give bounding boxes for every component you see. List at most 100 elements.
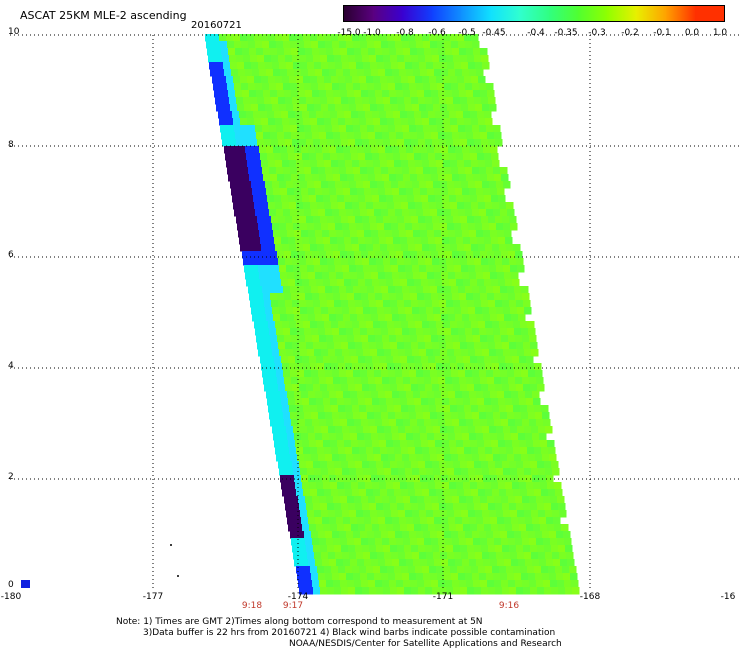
swath-cell — [458, 167, 466, 175]
swath-cell — [407, 279, 415, 287]
swath-cell — [460, 503, 468, 511]
swath-cell — [291, 251, 299, 259]
swath-cell — [382, 496, 390, 504]
swath-cell — [279, 307, 287, 315]
swath-cell — [463, 524, 471, 532]
swath-cell — [408, 160, 416, 168]
swath-cell — [437, 209, 445, 217]
swath-cell — [274, 440, 282, 448]
swath-cell — [447, 265, 455, 273]
swath-cell — [345, 489, 353, 497]
swath-cell — [360, 454, 368, 462]
swath-cell — [302, 111, 310, 119]
swath-cell — [451, 286, 459, 294]
swath-cell — [250, 97, 258, 105]
swath-cell — [334, 55, 342, 63]
swath-cell — [418, 97, 426, 105]
swath-cell — [354, 293, 362, 301]
swath-cell — [424, 132, 432, 140]
swath-cell — [484, 153, 492, 161]
swath-cell — [503, 307, 511, 315]
swath-cell — [297, 167, 305, 175]
swath-cell — [462, 146, 470, 154]
swath-cell — [416, 573, 424, 581]
swath-cell — [423, 370, 431, 378]
swath-cell — [447, 510, 455, 518]
swath-cell — [277, 48, 285, 56]
swath-cell — [391, 223, 399, 231]
swath-cell — [496, 510, 504, 518]
swath-cell — [473, 538, 481, 546]
swath-cell — [317, 447, 325, 455]
swath-cell — [397, 300, 405, 308]
swath-cell — [439, 258, 447, 266]
swath-cell — [289, 118, 297, 126]
swath-cell — [502, 258, 510, 266]
swath-cell — [308, 146, 316, 154]
swath-cell — [505, 279, 513, 287]
swath-cell — [500, 573, 508, 581]
swath-cell — [334, 545, 342, 553]
swath-cell — [411, 55, 419, 63]
swath-cell — [487, 419, 495, 427]
swath-cell — [262, 167, 270, 175]
swath-cell — [470, 153, 478, 161]
swath-cell — [259, 146, 267, 154]
swath-cell — [388, 531, 396, 539]
swath-cell — [438, 174, 446, 182]
swath-cell — [476, 188, 484, 196]
swath-cell — [404, 216, 412, 224]
swath-cell — [422, 363, 430, 371]
swath-cell — [383, 55, 391, 63]
swath-cell — [423, 286, 431, 294]
swath-cell — [319, 293, 327, 301]
swath-cell — [484, 440, 492, 448]
swath-cell — [382, 580, 390, 588]
swath-cell — [345, 363, 353, 371]
swath-cell — [317, 566, 325, 574]
swath-cell — [398, 468, 406, 476]
swath-cell — [465, 41, 473, 49]
swath-cell — [300, 349, 308, 357]
swath-cell — [494, 496, 502, 504]
swath-cell — [347, 174, 355, 182]
swath-cell — [467, 216, 475, 224]
swath-cell — [468, 62, 476, 70]
swath-cell — [319, 251, 327, 259]
swath-cell — [424, 48, 432, 56]
swath-cell — [385, 475, 393, 483]
swath-cell — [379, 111, 387, 119]
swath-cell — [216, 62, 224, 70]
swath-cell — [384, 552, 392, 560]
swath-cell — [394, 363, 402, 371]
swath-cell — [443, 405, 451, 413]
swath-cell — [413, 433, 421, 441]
swath-cell — [411, 503, 419, 511]
swath-cell — [486, 531, 494, 539]
lon-label-180: -180 — [0, 592, 22, 602]
swath-cell — [532, 433, 540, 441]
swath-cell — [480, 293, 488, 301]
swath-cell — [361, 335, 369, 343]
swath-cell — [412, 426, 420, 434]
swath-cell — [458, 83, 466, 91]
swath-cell — [374, 167, 382, 175]
swath-cell — [444, 286, 452, 294]
swath-cell — [322, 475, 330, 483]
swath-cell — [350, 391, 358, 399]
swath-cell — [427, 391, 435, 399]
swath-cell — [353, 167, 361, 175]
swath-cell — [445, 132, 453, 140]
swath-cell — [303, 202, 311, 210]
swath-cell — [474, 258, 482, 266]
swath-cell — [301, 475, 309, 483]
swath-cell — [240, 244, 248, 252]
swath-cell — [213, 83, 221, 91]
swath-cell — [261, 244, 269, 252]
swath-cell — [301, 391, 309, 399]
swath-cell — [387, 405, 395, 413]
swath-cell — [468, 468, 476, 476]
swath-cell — [312, 90, 320, 98]
swath-cell — [404, 342, 412, 350]
swath-cell — [346, 370, 354, 378]
